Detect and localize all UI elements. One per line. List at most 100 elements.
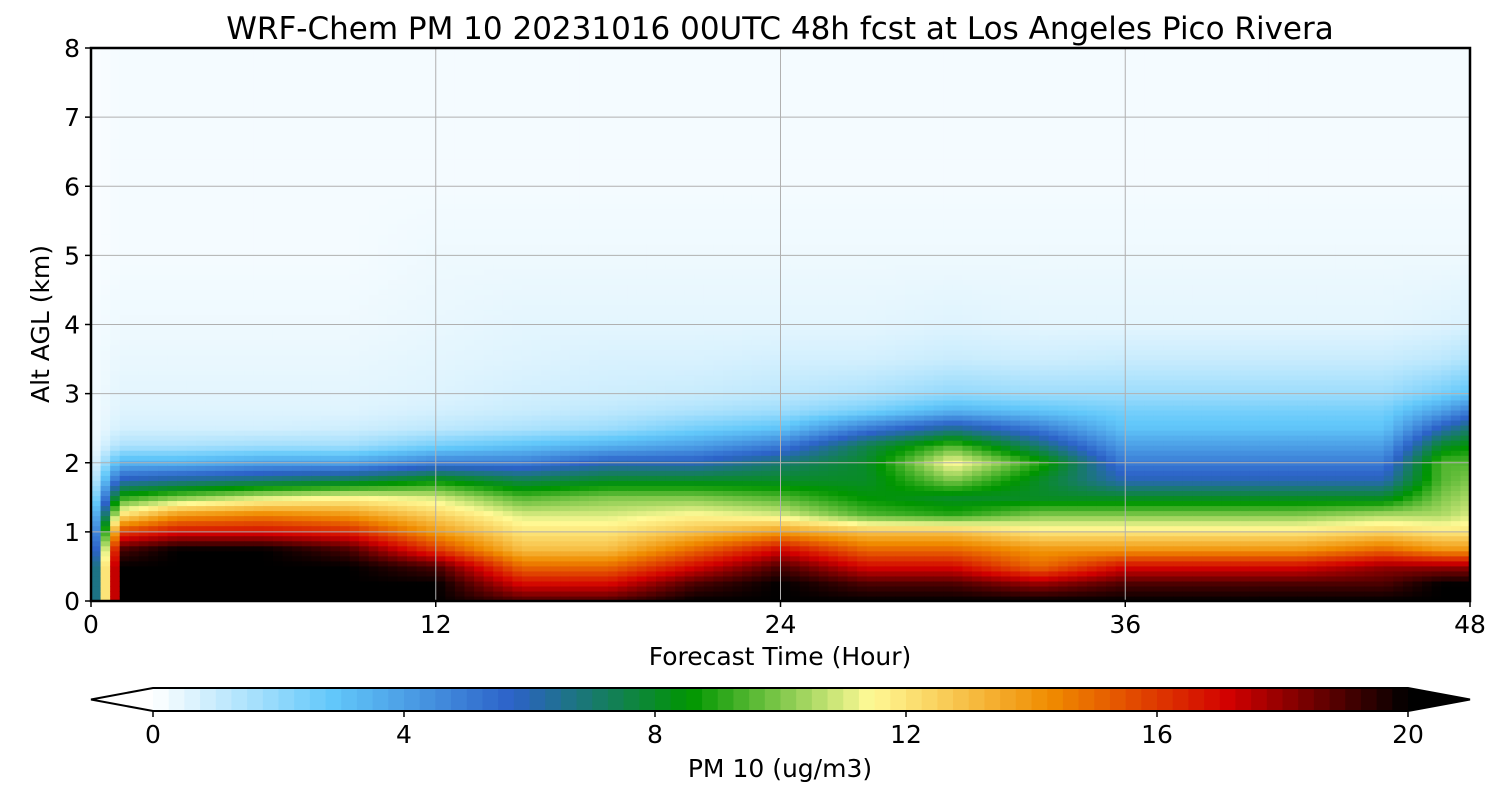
heatmap-cell — [272, 364, 284, 371]
heatmap-cell — [263, 98, 274, 104]
heatmap-cell — [464, 203, 475, 210]
heatmap-cell — [225, 590, 236, 597]
heatmap-cell — [292, 58, 303, 64]
heatmap-cell — [272, 78, 284, 84]
heatmap-cell — [407, 480, 418, 486]
heatmap-cell — [378, 545, 389, 552]
heatmap-cell — [129, 78, 140, 84]
heatmap-cell — [502, 344, 513, 351]
heatmap-cell — [474, 173, 485, 180]
heatmap-cell — [100, 580, 111, 587]
heatmap-cell — [521, 585, 533, 592]
heatmap-cell — [196, 289, 207, 295]
heatmap-cell — [234, 88, 245, 94]
heatmap-cell — [359, 505, 370, 512]
heatmap-cell — [158, 389, 169, 396]
heatmap-cell — [454, 218, 466, 225]
heatmap-cell — [292, 540, 303, 547]
heatmap-cell — [292, 480, 303, 486]
heatmap-cell — [186, 168, 197, 175]
heatmap-cell — [91, 465, 102, 471]
heatmap-cell — [454, 148, 466, 155]
heatmap-cell — [454, 138, 466, 145]
heatmap-cell — [138, 334, 150, 341]
heatmap-cell — [167, 239, 178, 245]
heatmap-cell — [292, 198, 303, 205]
heatmap-cell — [91, 455, 102, 461]
heatmap-cell — [426, 228, 437, 235]
heatmap-cell — [177, 555, 188, 562]
heatmap-cell — [110, 254, 121, 260]
heatmap-cell — [378, 68, 389, 74]
heatmap-cell — [225, 213, 236, 220]
heatmap-cell — [311, 585, 322, 592]
heatmap-cell — [320, 364, 332, 371]
heatmap-cell — [148, 445, 159, 451]
heatmap-cell — [282, 249, 293, 255]
heatmap-cell — [167, 540, 178, 547]
heatmap-cell — [100, 354, 111, 361]
heatmap-cell — [454, 314, 466, 321]
heatmap-cell — [320, 53, 332, 59]
heatmap-cell — [320, 108, 332, 114]
heatmap-cell — [483, 223, 494, 230]
heatmap-cell — [493, 284, 504, 290]
heatmap-cell — [445, 198, 456, 205]
heatmap-cell — [493, 188, 504, 195]
heatmap-cell — [282, 334, 293, 341]
heatmap-cell — [158, 163, 169, 170]
heatmap-cell — [253, 133, 264, 140]
heatmap-cell — [177, 118, 188, 125]
heatmap-cell — [282, 228, 293, 235]
heatmap-cell — [464, 354, 475, 361]
heatmap-cell — [129, 580, 140, 587]
heatmap-cell — [502, 193, 513, 200]
heatmap-cell — [138, 239, 150, 245]
heatmap-cell — [119, 455, 130, 461]
heatmap-cell — [339, 545, 351, 552]
heatmap-cell — [464, 430, 475, 436]
heatmap-cell — [493, 329, 504, 336]
heatmap-cell — [464, 254, 475, 260]
heatmap-cell — [416, 545, 427, 552]
heatmap-cell — [167, 485, 178, 491]
heatmap-cell — [426, 409, 437, 416]
heatmap-cell — [483, 585, 494, 592]
heatmap-cell — [349, 93, 360, 99]
heatmap-cell — [263, 435, 274, 441]
heatmap-cell — [359, 334, 370, 341]
heatmap-cell — [521, 575, 533, 582]
heatmap-cell — [186, 455, 197, 461]
heatmap-cell — [311, 228, 322, 235]
heatmap-cell — [407, 178, 418, 185]
heatmap-cell — [464, 515, 475, 522]
heatmap-cell — [474, 264, 485, 270]
heatmap-cell — [359, 48, 370, 54]
heatmap-cell — [426, 153, 437, 160]
heatmap-cell — [225, 324, 236, 331]
heatmap-cell — [186, 580, 197, 587]
heatmap-cell — [253, 208, 264, 215]
heatmap-cell — [474, 470, 485, 476]
heatmap-cell — [483, 153, 494, 160]
heatmap-cell — [512, 475, 523, 481]
heatmap-cell — [330, 314, 341, 321]
heatmap-cell — [359, 279, 370, 285]
heatmap-cell — [445, 133, 456, 140]
heatmap-cell — [493, 148, 504, 155]
heatmap-cell — [512, 344, 523, 351]
heatmap-cell — [100, 530, 111, 537]
heatmap-cell — [330, 58, 341, 64]
heatmap-cell — [445, 98, 456, 104]
heatmap-cell — [234, 269, 245, 275]
heatmap-cell — [215, 83, 226, 89]
heatmap-cell — [320, 485, 332, 491]
heatmap-cell — [445, 409, 456, 416]
heatmap-cell — [148, 98, 159, 104]
heatmap-cell — [225, 575, 236, 582]
heatmap-cell — [167, 269, 178, 275]
heatmap-cell — [464, 324, 475, 331]
heatmap-cell — [320, 249, 332, 255]
heatmap-cell — [119, 198, 130, 205]
heatmap-cell — [110, 198, 121, 205]
